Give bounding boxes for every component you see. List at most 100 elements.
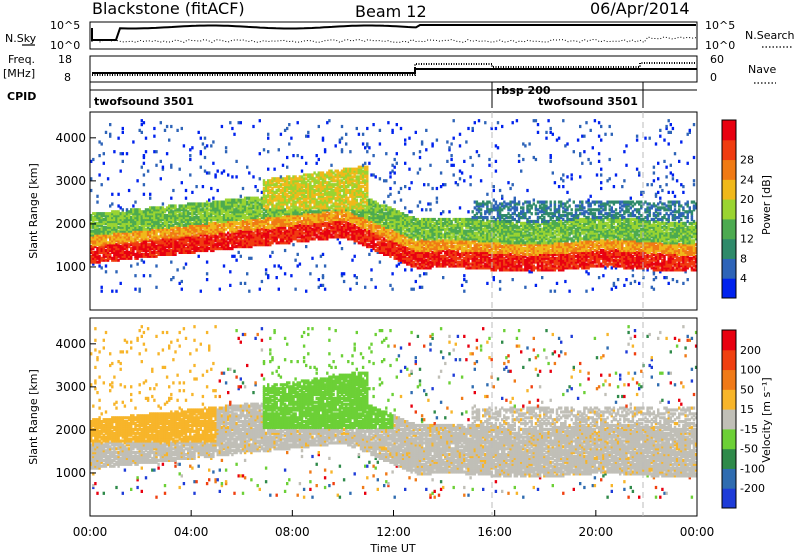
power-cell	[317, 229, 320, 233]
power-cell	[321, 252, 325, 256]
power-cell	[243, 245, 247, 249]
power-cell	[174, 225, 177, 229]
power-cell	[153, 217, 156, 222]
power-cell	[218, 208, 221, 212]
power-cell	[305, 217, 308, 222]
power-cell	[300, 208, 304, 212]
power-cell	[275, 208, 278, 212]
power-cell	[288, 196, 291, 200]
power-cell	[273, 183, 276, 187]
power-cell	[159, 225, 162, 229]
power-cell	[136, 256, 139, 260]
power-cell	[170, 233, 173, 237]
power-cell	[311, 206, 314, 210]
power-cell	[153, 223, 156, 227]
power-cell	[334, 216, 337, 220]
power-cell	[193, 202, 196, 206]
power-cell	[355, 239, 358, 243]
power-cell	[153, 233, 156, 237]
power-cell	[155, 206, 158, 210]
power-cell	[288, 223, 291, 227]
power-cell	[243, 237, 247, 241]
power-cell	[109, 245, 112, 249]
power-cell	[220, 239, 224, 243]
power-cell	[165, 219, 169, 224]
power-cell	[264, 194, 268, 198]
power-cell	[269, 183, 272, 187]
power-cell	[288, 198, 291, 202]
power-cell	[127, 229, 131, 233]
power-cell	[146, 212, 150, 216]
power-cell	[357, 190, 361, 194]
power-cell	[283, 177, 287, 181]
power-cell	[191, 235, 194, 239]
power-cell	[241, 241, 245, 245]
power-cell	[345, 225, 348, 229]
power-cell	[321, 136, 325, 140]
power-cell	[174, 208, 177, 212]
power-cell	[241, 200, 245, 204]
power-cell	[271, 183, 274, 187]
power-cell	[372, 173, 375, 177]
power-cell	[300, 233, 304, 237]
power-cell	[161, 212, 165, 216]
power-cell	[123, 231, 127, 235]
power-cell	[248, 239, 251, 243]
power-cell	[92, 212, 95, 216]
power-cell	[326, 200, 329, 204]
power-cell	[275, 235, 278, 239]
power-cell	[328, 223, 331, 227]
power-cell	[220, 245, 224, 249]
power-cell	[119, 214, 122, 218]
power-cell	[227, 202, 230, 206]
power-cell	[338, 217, 342, 222]
power-cell	[159, 208, 162, 212]
power-cell	[376, 229, 379, 233]
power-cell	[332, 221, 335, 225]
power-cell	[174, 235, 177, 239]
power-cell	[125, 250, 129, 254]
power-cell	[174, 229, 177, 233]
power-cell	[216, 217, 219, 222]
power-cell	[203, 248, 207, 253]
power-cell	[262, 194, 266, 198]
power-cell	[96, 216, 99, 220]
power-cell	[180, 216, 183, 220]
power-cell	[321, 194, 325, 198]
power-cell	[155, 219, 158, 224]
power-cell	[427, 217, 430, 222]
power-cell	[157, 225, 160, 229]
power-cell	[281, 217, 285, 222]
power-cell	[165, 237, 169, 241]
power-cell	[366, 198, 369, 202]
power-cell	[174, 210, 177, 214]
power-cell	[165, 239, 169, 243]
power-cell	[142, 173, 146, 177]
power-cell	[246, 165, 249, 169]
power-cell	[132, 252, 135, 256]
power-cell	[168, 243, 171, 247]
power-cell	[315, 204, 318, 208]
power-cell	[334, 214, 337, 218]
power-cell	[237, 225, 240, 229]
power-cell	[172, 248, 175, 253]
power-cell	[146, 225, 150, 229]
power-cell	[121, 241, 124, 245]
power-cell	[199, 239, 202, 243]
power-cell	[210, 245, 213, 249]
power-cell	[294, 235, 297, 239]
power-cell	[165, 208, 169, 212]
power-cell	[366, 165, 369, 169]
power-cell	[248, 235, 251, 239]
power-cell	[256, 188, 259, 193]
power-cell	[208, 221, 211, 225]
power-cell	[159, 206, 162, 210]
power-cell	[349, 237, 352, 241]
power-cell	[307, 217, 310, 222]
power-cell	[307, 196, 310, 200]
power-cell	[254, 221, 257, 225]
power-cell	[224, 202, 228, 206]
power-cell	[277, 233, 280, 237]
power-cell	[231, 206, 234, 210]
power-cell	[336, 206, 339, 210]
